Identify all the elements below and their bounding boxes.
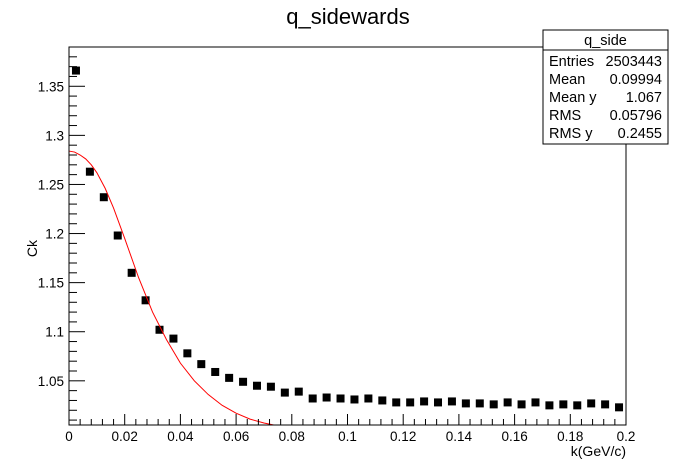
data-point <box>573 401 582 410</box>
stats-box-frame <box>542 29 669 145</box>
data-point <box>266 382 275 391</box>
data-point <box>99 193 108 202</box>
data-point <box>601 400 610 409</box>
data-point <box>434 398 443 407</box>
x-tick-label: 0.08 <box>279 429 305 444</box>
data-point <box>127 268 136 277</box>
data-point <box>378 396 387 405</box>
y-tick-label: 1.15 <box>38 276 64 291</box>
data-point <box>392 398 401 407</box>
data-point <box>252 381 261 390</box>
data-point <box>169 334 178 343</box>
y-tick-label: 1.3 <box>45 128 64 143</box>
chart-title: q_sidewards <box>286 4 410 29</box>
stats-value-mean-y: 1.067 <box>626 90 662 106</box>
data-point <box>322 393 331 402</box>
ticks-layer: 0 0.02 0.04 0.06 0.08 0.1 0.12 0.14 0.16 0.18 0.2 1… <box>38 46 636 444</box>
data-point <box>489 400 498 409</box>
data-point <box>85 167 94 176</box>
x-tick-label: 0 <box>65 429 73 444</box>
data-point <box>183 349 192 358</box>
stats-label-rms: RMS <box>549 108 581 124</box>
data-point <box>113 231 122 240</box>
y-tick-label: 1.2 <box>45 227 64 242</box>
data-point <box>294 387 303 396</box>
data-point <box>531 398 540 407</box>
x-tick-label: 0.1 <box>338 429 357 444</box>
data-point <box>447 397 456 406</box>
stats-box-title: q_side <box>584 33 627 49</box>
data-point <box>141 296 150 305</box>
y-axis-label: Ck <box>24 239 40 257</box>
data-point <box>225 373 234 382</box>
stats-value-entries: 2503443 <box>606 54 662 70</box>
data-point <box>336 394 345 403</box>
data-point <box>559 400 568 409</box>
data-point <box>350 395 359 404</box>
stats-label-mean-y: Mean y <box>549 90 597 106</box>
stats-value-mean: 0.09994 <box>610 72 662 88</box>
data-point <box>364 394 373 403</box>
data-point <box>155 325 164 334</box>
stats-box: q_side Entries 2503443 Mean 0.09994 Mean… <box>542 29 669 145</box>
data-point <box>503 398 512 407</box>
x-tick-label: 0.2 <box>617 429 636 444</box>
x-tick-label: 0.02 <box>112 429 138 444</box>
data-point <box>615 403 624 412</box>
stats-label-entries: Entries <box>549 54 594 70</box>
x-axis-label: k(GeV/c) <box>571 443 626 459</box>
data-point <box>420 397 429 406</box>
x-tick-label: 0.16 <box>501 429 527 444</box>
stats-label-rms-y: RMS y <box>549 126 593 142</box>
data-point <box>197 360 206 369</box>
fit-curve <box>68 150 274 426</box>
data-point <box>308 394 317 403</box>
data-point <box>211 367 220 376</box>
x-tick-label: 0.18 <box>557 429 583 444</box>
x-tick-label: 0.14 <box>446 429 473 444</box>
x-tick-label: 0.04 <box>167 429 194 444</box>
stats-value-rms-y: 0.2455 <box>618 126 662 142</box>
y-tick-label: 1.05 <box>38 374 64 389</box>
data-point <box>406 398 415 407</box>
stats-value-rms: 0.05796 <box>610 108 662 124</box>
data-point <box>517 400 526 409</box>
y-tick-label: 1.35 <box>38 79 64 94</box>
data-point <box>461 399 470 408</box>
data-point <box>545 401 554 410</box>
y-tick-label: 1.1 <box>45 325 64 340</box>
x-tick-label: 0.06 <box>223 429 249 444</box>
y-tick-label: 1.25 <box>38 177 64 192</box>
data-point <box>475 399 484 408</box>
x-tick-label: 0.12 <box>390 429 416 444</box>
data-point <box>239 377 248 386</box>
data-point <box>280 388 289 397</box>
stats-label-mean: Mean <box>549 72 585 88</box>
series-layer <box>68 66 624 426</box>
data-point <box>71 66 80 75</box>
data-point <box>587 399 596 408</box>
